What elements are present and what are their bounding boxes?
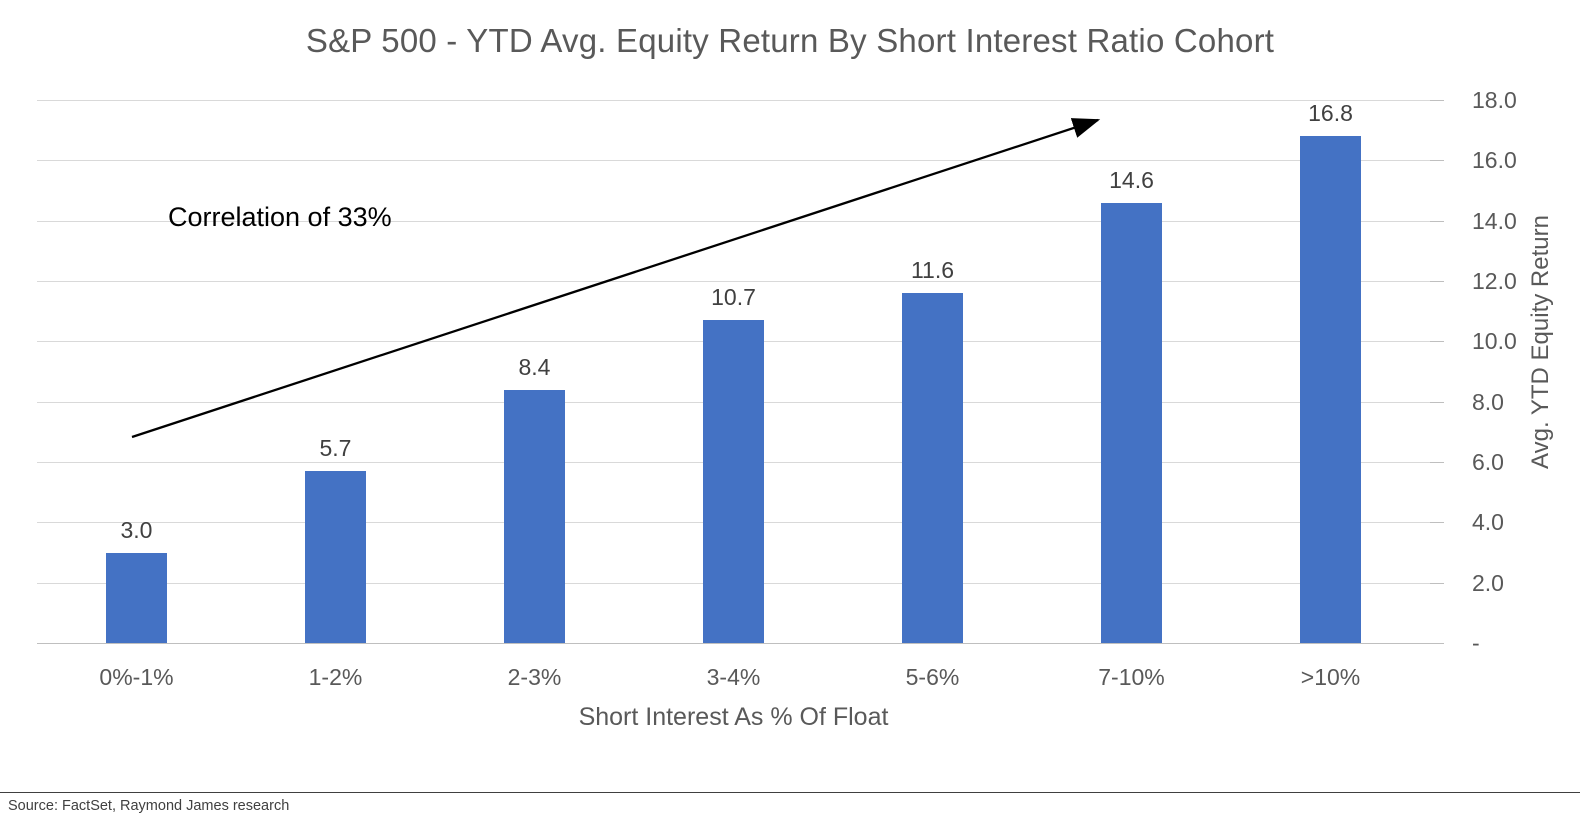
bar-3-4%	[703, 320, 764, 643]
correlation-annotation: Correlation of 33%	[168, 202, 392, 232]
y-axis-tick	[1430, 100, 1444, 101]
bar-0%-1%	[106, 552, 167, 643]
bar-value-label: 3.0	[120, 516, 153, 543]
y-axis-tick	[1430, 643, 1444, 644]
y-axis-tick	[1430, 582, 1444, 584]
x-category-label: 1-2%	[308, 664, 363, 690]
x-category-label: 5-6%	[905, 664, 960, 690]
y-axis-tick	[1430, 220, 1444, 222]
gridline	[37, 160, 1430, 162]
y-axis-tick	[1430, 462, 1444, 463]
y-axis-tick	[1430, 401, 1444, 403]
y-axis-tick-label: 4.0	[1472, 509, 1504, 536]
x-category-label: >10%	[1300, 664, 1361, 690]
source-attribution: Source: FactSet, Raymond James research	[8, 798, 290, 814]
y-axis-title: Avg. YTD Equity Return	[1527, 215, 1554, 469]
bar-1-2%	[305, 471, 366, 643]
y-axis-tick-label: -	[1472, 630, 1480, 656]
chart-title: S&P 500 - YTD Avg. Equity Return By Shor…	[305, 22, 1275, 59]
x-category-label: 2-3%	[507, 664, 562, 690]
bar-value-label: 8.4	[518, 353, 551, 380]
x-axis-title: Short Interest As % Of Float	[578, 703, 889, 731]
footer-divider	[0, 792, 1580, 793]
y-axis-tick	[1430, 160, 1444, 162]
y-axis-tick-label: 6.0	[1472, 449, 1504, 475]
x-category-label: 3-4%	[706, 664, 761, 690]
gridline	[37, 281, 1430, 282]
bar-5-6%	[902, 293, 963, 643]
bar-value-label: 5.7	[319, 435, 352, 462]
y-axis-tick-label: 2.0	[1472, 569, 1504, 596]
bar->10%	[1300, 136, 1361, 643]
bar-value-label: 14.6	[1109, 166, 1154, 193]
y-axis-tick	[1430, 281, 1444, 282]
y-axis-tick-label: 16.0	[1472, 147, 1517, 174]
y-axis-tick	[1430, 341, 1444, 343]
y-axis-tick-label: 8.0	[1472, 388, 1504, 415]
y-axis-tick	[1430, 522, 1444, 524]
plot-area	[37, 100, 1430, 644]
gridline	[37, 100, 1430, 101]
bar-7-10%	[1101, 202, 1162, 643]
bar-value-label: 10.7	[711, 284, 756, 311]
x-category-label: 0%-1%	[99, 664, 174, 690]
y-axis-tick-label: 10.0	[1472, 328, 1517, 355]
y-axis-tick-label: 12.0	[1472, 268, 1517, 294]
x-axis-line	[37, 643, 1430, 644]
bar-2-3%	[504, 389, 565, 643]
y-axis-tick-label: 14.0	[1472, 207, 1517, 234]
x-category-label: 7-10%	[1098, 664, 1165, 690]
bar-value-label: 11.6	[910, 257, 955, 284]
y-axis-tick-label: 18.0	[1472, 87, 1517, 113]
bar-value-label: 16.8	[1308, 100, 1353, 127]
